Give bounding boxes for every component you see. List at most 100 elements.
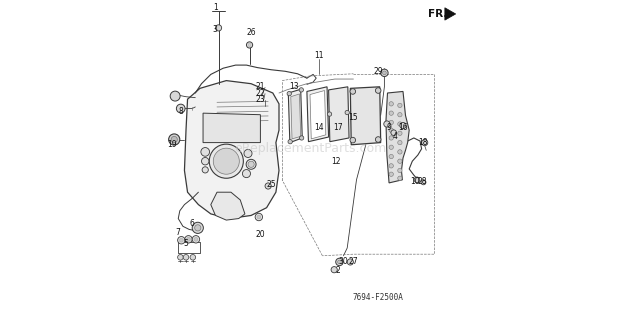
Circle shape [185, 236, 192, 243]
Polygon shape [203, 113, 260, 143]
Circle shape [398, 113, 402, 117]
Text: 8: 8 [179, 107, 184, 116]
Text: 5: 5 [184, 239, 188, 248]
Text: 3: 3 [213, 25, 217, 34]
Text: 27: 27 [348, 257, 358, 267]
Text: 28: 28 [417, 177, 427, 186]
Circle shape [381, 69, 388, 77]
Circle shape [248, 161, 254, 167]
Polygon shape [288, 89, 303, 143]
Circle shape [265, 183, 272, 189]
Circle shape [201, 148, 210, 156]
Text: 13: 13 [290, 82, 299, 91]
Circle shape [255, 213, 263, 221]
Text: 21: 21 [255, 82, 265, 91]
Polygon shape [211, 192, 245, 220]
Circle shape [171, 136, 177, 143]
Circle shape [178, 255, 184, 260]
Circle shape [288, 140, 293, 144]
Circle shape [384, 121, 390, 127]
Text: 4: 4 [392, 132, 397, 141]
Circle shape [331, 267, 337, 273]
Circle shape [389, 164, 394, 168]
Circle shape [246, 159, 256, 169]
Circle shape [398, 122, 402, 126]
Text: FR.: FR. [428, 9, 447, 19]
Text: 16: 16 [398, 122, 408, 132]
Circle shape [398, 168, 402, 173]
Circle shape [194, 237, 198, 241]
Circle shape [398, 176, 402, 180]
Polygon shape [291, 94, 301, 139]
Circle shape [389, 136, 394, 140]
Circle shape [347, 259, 353, 265]
Circle shape [398, 140, 402, 145]
Circle shape [216, 25, 222, 31]
Circle shape [327, 112, 332, 116]
Circle shape [421, 180, 426, 185]
Circle shape [400, 122, 406, 129]
Text: 11: 11 [314, 51, 324, 60]
Circle shape [398, 103, 402, 108]
Circle shape [383, 71, 386, 75]
Circle shape [242, 170, 250, 178]
Circle shape [422, 140, 428, 146]
Text: 20: 20 [255, 229, 265, 239]
Circle shape [190, 255, 196, 260]
Text: 22: 22 [255, 88, 265, 98]
Text: 7694-F2500A: 7694-F2500A [353, 293, 404, 302]
Circle shape [170, 91, 180, 101]
Text: 2: 2 [335, 266, 340, 275]
Text: 29: 29 [373, 67, 383, 76]
Circle shape [210, 144, 243, 178]
Text: 1: 1 [213, 3, 218, 12]
Text: 23: 23 [255, 95, 265, 104]
Text: 30: 30 [339, 257, 348, 267]
Circle shape [414, 177, 420, 183]
Polygon shape [329, 87, 349, 142]
Circle shape [202, 167, 208, 173]
Text: 26: 26 [246, 28, 256, 37]
Circle shape [195, 225, 201, 231]
Circle shape [398, 159, 402, 163]
Circle shape [398, 150, 402, 154]
Polygon shape [445, 8, 456, 20]
Circle shape [389, 102, 394, 106]
Circle shape [177, 237, 185, 244]
Circle shape [389, 128, 394, 132]
Text: 17: 17 [333, 122, 343, 132]
Polygon shape [310, 91, 326, 139]
Circle shape [184, 255, 188, 260]
Circle shape [248, 43, 251, 46]
Text: 18: 18 [418, 138, 428, 147]
Polygon shape [350, 87, 381, 145]
Text: 19: 19 [167, 140, 177, 149]
Polygon shape [307, 87, 329, 142]
Circle shape [375, 137, 381, 142]
Circle shape [350, 137, 356, 143]
Circle shape [375, 88, 381, 93]
Text: 7: 7 [175, 228, 180, 237]
Circle shape [389, 111, 394, 115]
Circle shape [389, 172, 394, 176]
Circle shape [187, 237, 190, 241]
Circle shape [337, 260, 341, 264]
Polygon shape [386, 91, 409, 183]
Circle shape [169, 134, 180, 145]
Text: eReplacementParts.com: eReplacementParts.com [234, 142, 386, 155]
Polygon shape [185, 81, 279, 219]
Circle shape [299, 88, 304, 92]
Text: 9: 9 [387, 122, 391, 132]
Circle shape [287, 91, 291, 96]
Circle shape [247, 42, 253, 48]
Circle shape [257, 215, 261, 219]
Circle shape [336, 258, 343, 266]
Circle shape [213, 148, 239, 174]
Text: 10: 10 [410, 177, 420, 186]
Circle shape [389, 145, 394, 149]
Circle shape [192, 222, 203, 233]
Circle shape [389, 154, 394, 159]
Circle shape [244, 149, 252, 157]
Text: 12: 12 [332, 157, 341, 166]
Circle shape [350, 89, 356, 94]
